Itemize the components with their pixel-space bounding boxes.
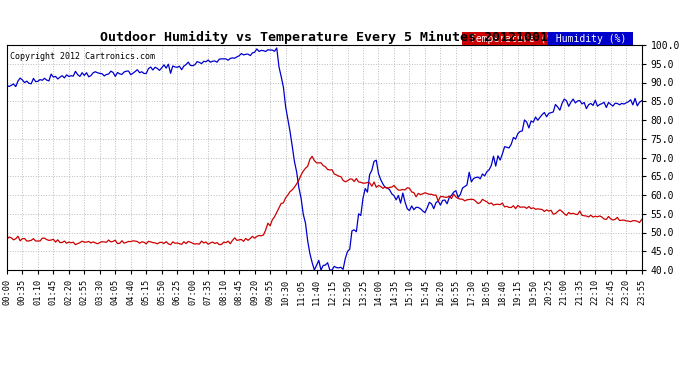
Text: Temperature (°F): Temperature (°F) xyxy=(464,34,570,44)
Title: Outdoor Humidity vs Temperature Every 5 Minutes 20121001: Outdoor Humidity vs Temperature Every 5 … xyxy=(100,31,549,44)
Text: Copyright 2012 Cartronics.com: Copyright 2012 Cartronics.com xyxy=(10,52,155,61)
Text: Humidity (%): Humidity (%) xyxy=(550,34,632,44)
